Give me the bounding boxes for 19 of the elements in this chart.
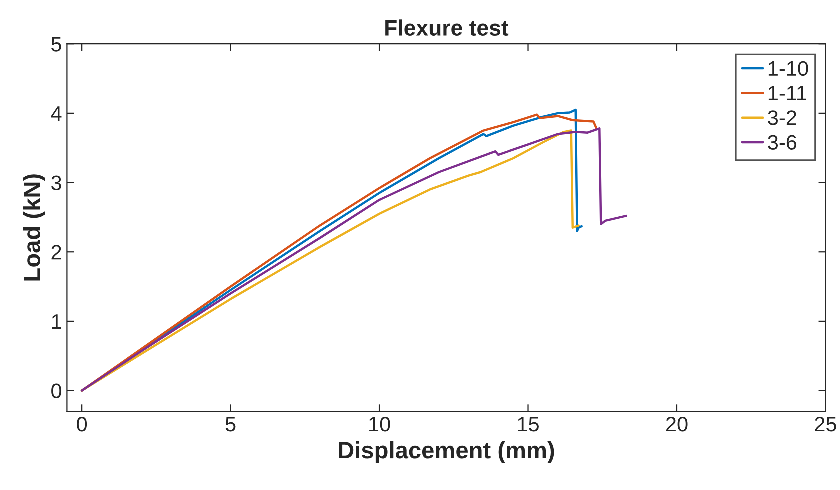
x-tick-label: 25 xyxy=(815,417,836,432)
legend-label: 3-6 xyxy=(768,135,797,150)
x-tick-label: 15 xyxy=(518,417,539,432)
x-tick-label: 20 xyxy=(666,417,688,432)
y-tick-label: 1 xyxy=(52,314,62,330)
x-axis-title: Displacement (mm) xyxy=(339,441,554,464)
y-tick-label: 2 xyxy=(52,245,62,260)
x-tick-label: 0 xyxy=(77,417,88,432)
x-tick-label: 5 xyxy=(226,417,236,432)
legend-label: 1-10 xyxy=(768,61,808,76)
legend-label: 1-11 xyxy=(768,86,807,100)
chart-title: Flexure test xyxy=(386,20,509,36)
y-axis-title: Load (kN) xyxy=(23,174,46,281)
y-tick-label: 0 xyxy=(52,384,62,399)
legend-label: 3-2 xyxy=(768,110,796,126)
y-tick-label: 3 xyxy=(52,176,62,191)
y-tick-label: 5 xyxy=(52,37,62,52)
y-tick-label: 4 xyxy=(51,106,62,121)
x-tick-label: 10 xyxy=(370,417,390,432)
